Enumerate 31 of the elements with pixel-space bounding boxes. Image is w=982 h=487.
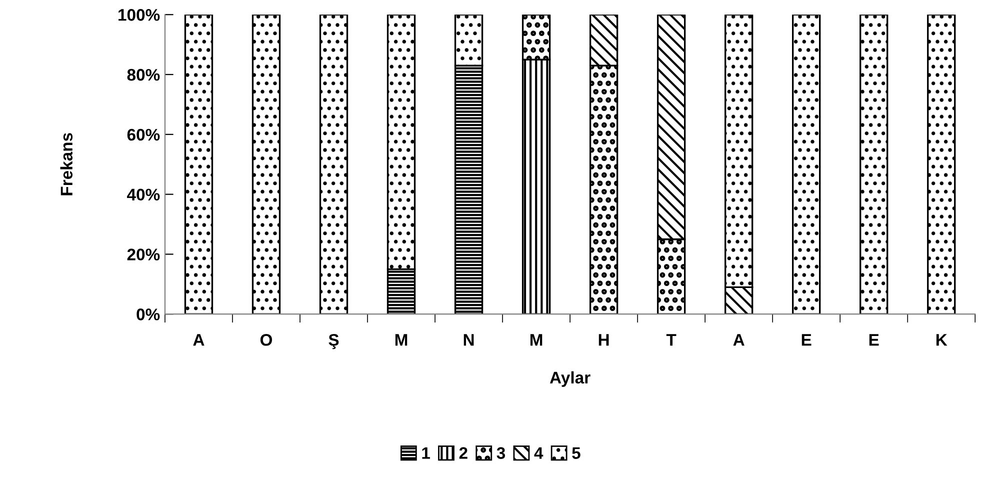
legend-label: 5 <box>572 447 580 459</box>
bar <box>927 14 956 314</box>
legend-label: 2 <box>459 447 468 459</box>
x-tick-label: N <box>464 334 474 346</box>
y-axis-title: Frekans <box>60 133 73 196</box>
x-tick-label: T <box>666 334 676 346</box>
x-tick-label: E <box>869 334 879 346</box>
legend-label: 4 <box>534 447 544 459</box>
x-tick-label: A <box>193 334 204 346</box>
x-tick-label: M <box>395 334 408 346</box>
bar <box>184 14 214 314</box>
y-tick-label: 40% <box>127 188 160 201</box>
x-axis-title: Aylar <box>550 371 590 387</box>
x-tick-label: A <box>733 334 744 346</box>
y-tick-label: 80% <box>127 68 160 81</box>
x-tick-label: M <box>530 334 542 346</box>
y-tick-label: 0% <box>136 308 160 320</box>
bar <box>792 14 821 314</box>
x-tick-label: E <box>802 334 812 346</box>
bar <box>319 14 348 314</box>
y-tick-label: 20% <box>127 248 160 260</box>
x-tick-label: Ş <box>328 334 339 350</box>
bar <box>252 14 281 314</box>
y-tick-label: 100% <box>118 9 160 21</box>
x-tick-label: H <box>598 334 609 346</box>
x-tick-label: O <box>260 334 272 346</box>
legend-label: 1 <box>422 447 430 459</box>
y-tick-label: 60% <box>127 128 160 141</box>
legend-label: 3 <box>496 447 506 459</box>
bar <box>860 14 888 314</box>
x-tick-label: K <box>936 334 948 346</box>
